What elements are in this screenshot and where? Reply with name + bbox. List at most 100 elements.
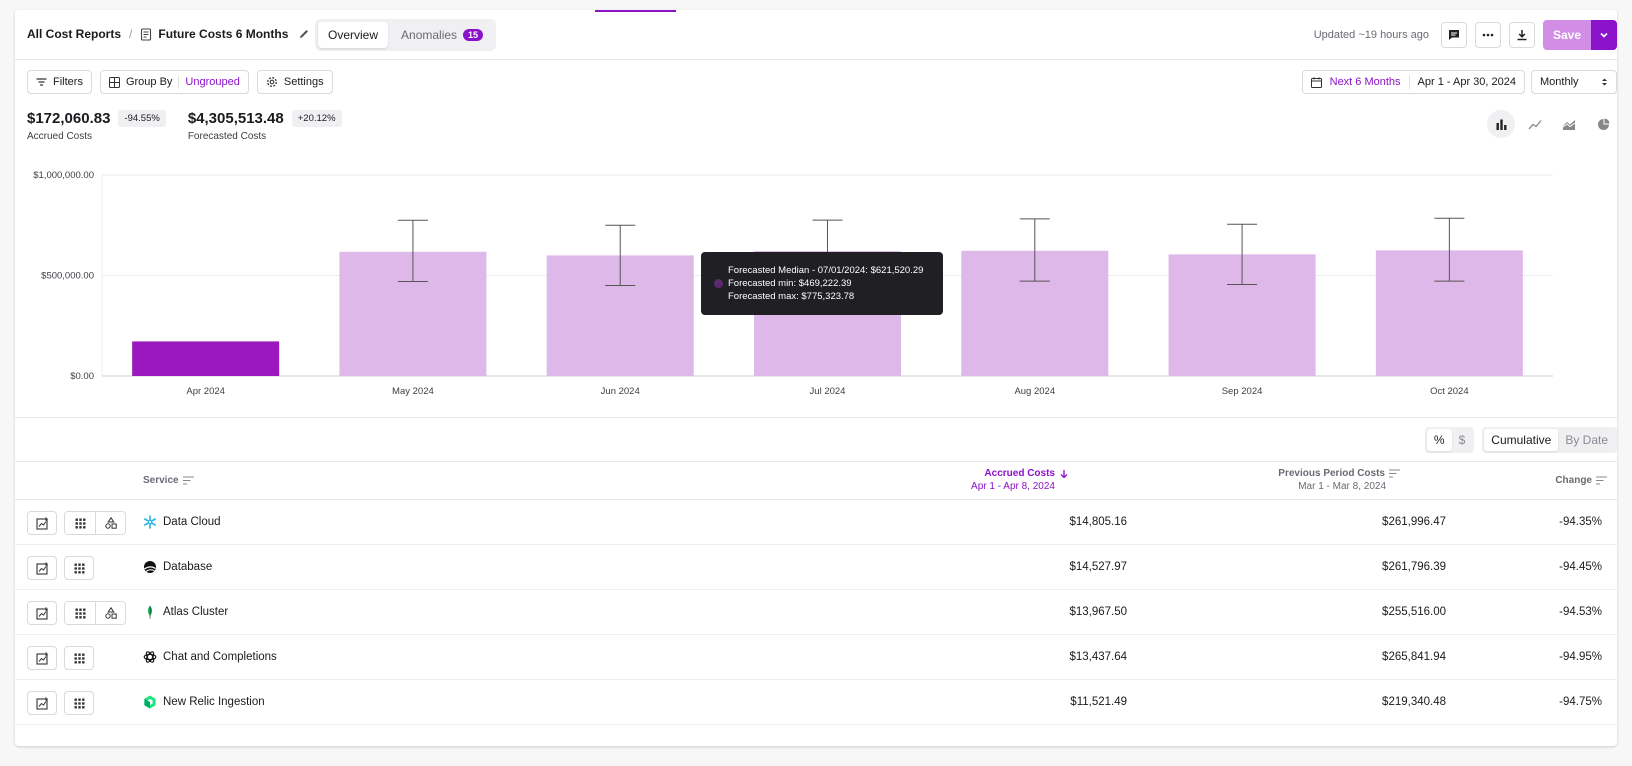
openai-icon [143, 651, 157, 663]
resource-graph-button[interactable] [95, 512, 125, 534]
chevron-down-icon [1600, 32, 1608, 38]
save-options-dropdown[interactable] [1591, 20, 1617, 50]
settings-button[interactable]: Settings [256, 70, 333, 94]
chart-add-icon [35, 696, 48, 710]
forecast-change-badge: +20.12% [291, 110, 342, 127]
pie-chart-icon [1597, 118, 1609, 130]
dollar-toggle[interactable]: $ [1458, 433, 1466, 447]
add-to-chart-button[interactable] [27, 601, 57, 625]
breadcrumb-separator: / [129, 27, 133, 41]
breadcrumb: All Cost Reports / Future Costs 6 Months [27, 27, 310, 41]
tooltip-series-dot [714, 279, 723, 288]
add-to-chart-button[interactable] [27, 511, 57, 535]
x-tick-label: Oct 2024 [1430, 386, 1469, 397]
grid-dots-icon [74, 698, 84, 708]
sort-icon [1389, 469, 1400, 478]
report-card: All Cost Reports / Future Costs 6 Months… [15, 10, 1617, 746]
breakdown-button[interactable] [64, 691, 94, 715]
grid-dots-icon [74, 563, 84, 573]
sort-icon [182, 476, 194, 485]
breakdown-button[interactable] [65, 512, 95, 534]
edit-title-icon[interactable] [298, 28, 310, 40]
table-row[interactable]: Data Cloud $14,805.16 $261,996.47 -94.35… [15, 500, 1617, 545]
report-header: All Cost Reports / Future Costs 6 Months… [15, 10, 1617, 60]
select-arrows-icon [1602, 78, 1607, 86]
area-chart-button[interactable] [1555, 110, 1583, 138]
save-button-group: Save [1543, 20, 1617, 50]
bar-apr-2024 [132, 341, 280, 376]
bar-chart-button[interactable] [1487, 110, 1515, 138]
group-by-button[interactable]: Group By Ungrouped [99, 70, 249, 94]
area-chart-icon [1562, 119, 1576, 130]
add-to-chart-button[interactable] [27, 646, 57, 670]
resource-graph-button[interactable] [95, 602, 125, 624]
accrued-costs-value: $172,060.83 [27, 110, 111, 127]
active-tab-indicator [595, 10, 676, 12]
calendar-icon [1310, 76, 1322, 88]
download-button[interactable] [1509, 22, 1535, 48]
comment-button[interactable] [1441, 22, 1467, 48]
filters-button[interactable]: Filters [27, 70, 92, 94]
tooltip-median: Forecasted Median - 07/01/2024: $621,520… [728, 265, 924, 276]
previous-cost-cell: $261,996.47 [1382, 516, 1446, 528]
add-to-chart-button[interactable] [27, 691, 57, 715]
x-tick-label: Sep 2024 [1222, 386, 1263, 397]
table-controls: % $ Cumulative By Date [1424, 427, 1617, 453]
percent-toggle[interactable]: % [1426, 429, 1452, 451]
new-relic-icon [144, 695, 156, 709]
row-actions [27, 646, 94, 670]
x-tick-label: May 2024 [392, 386, 434, 397]
table-row[interactable]: New Relic Ingestion $11,521.49 $219,340.… [15, 680, 1617, 725]
x-tick-label: Apr 2024 [186, 386, 225, 397]
accrued-costs-label: Accrued Costs [27, 131, 93, 142]
breakdown-button[interactable] [65, 602, 95, 624]
add-to-chart-button[interactable] [27, 556, 57, 580]
column-header-accrued[interactable]: Accrued Costs Apr 1 - Apr 8, 2024 [971, 468, 1069, 492]
granularity-value: Monthly [1540, 76, 1579, 88]
table-row[interactable]: Chat and Completions $13,437.64 $265,841… [15, 635, 1617, 680]
tab-overview[interactable]: Overview [318, 22, 389, 48]
pie-chart-button[interactable] [1589, 110, 1617, 138]
previous-cost-cell: $265,841.94 [1382, 651, 1446, 663]
more-options-button[interactable] [1475, 22, 1501, 48]
x-tick-label: Jun 2024 [601, 386, 640, 397]
breakdown-button[interactable] [64, 646, 94, 670]
previous-cost-cell: $219,340.48 [1382, 696, 1446, 708]
change-cell: -94.35% [1559, 516, 1602, 528]
view-tabs: Overview Anomalies 15 [315, 19, 497, 51]
save-button[interactable]: Save [1543, 20, 1591, 50]
granularity-select[interactable]: Monthly [1531, 70, 1617, 94]
header-actions: Updated ~19 hours ago Save [1314, 20, 1617, 50]
breadcrumb-current: Future Costs 6 Months [140, 27, 310, 41]
accrued-cost-cell: $14,805.16 [1069, 516, 1127, 528]
row-tool-group [64, 601, 126, 625]
date-range-picker[interactable]: Next 6 Months Apr 1 - Apr 30, 2024 [1301, 70, 1525, 94]
snowflake-icon [143, 515, 156, 529]
breakdown-button[interactable] [64, 556, 94, 580]
settings-label: Settings [283, 76, 324, 88]
aggregation-toggle: Cumulative By Date [1482, 427, 1617, 453]
service-cell: Chat and Completions [143, 650, 277, 664]
cumulative-toggle[interactable]: Cumulative [1484, 429, 1559, 451]
service-header-label: Service [143, 475, 179, 486]
sort-icon [1596, 476, 1607, 485]
cost-summary: $172,060.83 -94.55% Accrued Costs $4,305… [27, 110, 342, 142]
service-cell: New Relic Ingestion [143, 695, 265, 709]
breadcrumb-all-cost-reports[interactable]: All Cost Reports [27, 27, 122, 41]
column-header-service[interactable]: Service [143, 475, 194, 486]
accrued-cost-cell: $11,521.49 [1070, 696, 1127, 708]
by-date-toggle[interactable]: By Date [1565, 433, 1608, 447]
column-header-change[interactable]: Change [1555, 475, 1607, 486]
line-chart-button[interactable] [1521, 110, 1549, 138]
service-name: Chat and Completions [163, 651, 277, 663]
accrued-summary: $172,060.83 -94.55% Accrued Costs [27, 110, 166, 142]
tab-anomalies[interactable]: Anomalies 15 [391, 22, 493, 48]
row-tool-group [64, 511, 126, 535]
table-row[interactable]: Database $14,527.97 $261,796.39 -94.45% [15, 545, 1617, 590]
tab-anomalies-label: Anomalies [401, 28, 458, 42]
accrued-header-label: Accrued Costs [984, 468, 1055, 479]
service-name: Atlas Cluster [163, 606, 229, 618]
table-row[interactable]: Atlas Cluster $13,967.50 $255,516.00 -94… [15, 590, 1617, 635]
date-controls: Next 6 Months Apr 1 - Apr 30, 2024 Month… [1301, 70, 1617, 94]
column-header-previous[interactable]: Previous Period Costs Mar 1 - Mar 8, 202… [1278, 468, 1400, 492]
